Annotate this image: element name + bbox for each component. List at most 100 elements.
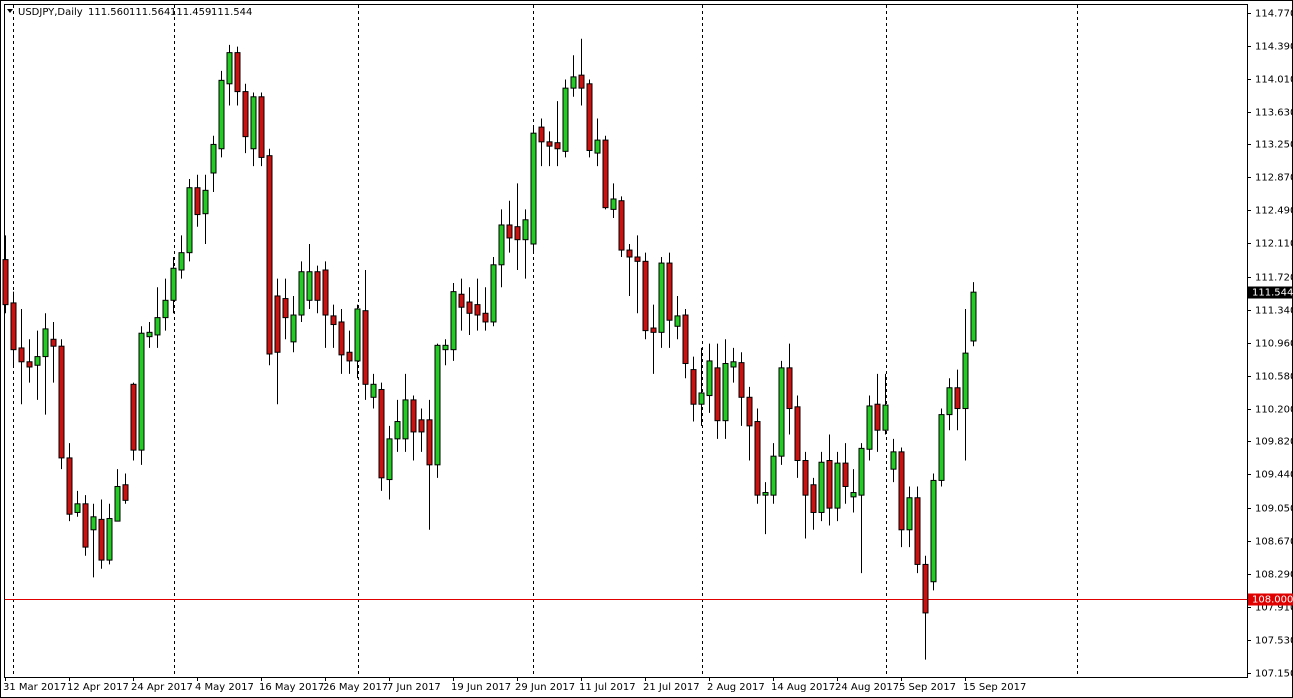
candle-body <box>778 367 785 457</box>
candle-body <box>34 356 41 366</box>
candle-body <box>946 387 953 416</box>
candle-body <box>786 367 793 410</box>
candle-body <box>570 76 577 89</box>
candle-body <box>810 484 817 513</box>
candle-body <box>154 317 161 336</box>
candle-body <box>442 344 449 351</box>
candle-body <box>522 219 529 241</box>
candle-body <box>298 271 305 316</box>
candle-body <box>282 298 289 319</box>
candle-body <box>794 406 801 462</box>
candle-body <box>162 299 169 319</box>
x-tick-label: 24 Aug 2017 <box>835 682 899 693</box>
candle-body <box>138 332 145 451</box>
candle-body <box>658 262 665 333</box>
candle-body <box>634 256 641 262</box>
candle-body <box>666 262 673 321</box>
y-tick-label: 112.870 <box>1255 173 1293 184</box>
candle-body <box>714 367 721 422</box>
candle-body <box>770 455 777 496</box>
candle-body <box>898 451 905 531</box>
candle-body <box>962 352 969 410</box>
price-label: 111.544 <box>1252 288 1293 299</box>
y-tick-label: 107.910 <box>1255 603 1293 614</box>
candle-body <box>330 315 337 326</box>
header-value: 111.564 <box>129 7 170 18</box>
candle-body <box>722 363 729 422</box>
candle-body <box>130 383 137 451</box>
y-tick-label: 112.490 <box>1255 206 1293 217</box>
menu-arrow <box>7 9 13 13</box>
candle-body <box>314 271 321 301</box>
candle-body <box>698 392 705 405</box>
candle-body <box>306 271 313 301</box>
header-value: 111.560 <box>88 7 129 18</box>
candle-body <box>58 345 65 459</box>
candle-body <box>474 304 481 316</box>
candle-body <box>610 198 617 210</box>
candle-body <box>738 362 745 398</box>
candle-body <box>66 457 73 515</box>
candle-body <box>906 497 913 531</box>
y-tick-label: 107.530 <box>1255 636 1293 647</box>
candle-body <box>930 479 937 583</box>
candle-body <box>554 142 561 150</box>
candle-body <box>594 139 601 154</box>
x-tick-label: 16 May 2017 <box>259 682 324 693</box>
candle-body <box>754 421 761 496</box>
candle-body <box>938 414 945 481</box>
candle-body <box>834 462 841 509</box>
candle-body <box>850 492 857 498</box>
x-tick-label: 14 Aug 2017 <box>771 682 835 693</box>
candle-body <box>826 460 833 509</box>
candle-body <box>74 503 81 513</box>
candle-body <box>186 187 193 254</box>
chart-title: USDJPY,Daily <box>18 7 83 18</box>
period-separators <box>13 5 1078 677</box>
candle-body <box>82 503 89 548</box>
candle-body <box>682 314 689 365</box>
header-value: 111.544 <box>211 7 252 18</box>
x-tick-label: 15 Sep 2017 <box>963 682 1026 693</box>
hline-label: 108.000 <box>1252 595 1293 606</box>
candle-body <box>954 387 961 410</box>
candle-body <box>842 462 849 487</box>
candle-body <box>458 293 465 308</box>
candle-body <box>26 361 33 368</box>
candle-body <box>602 139 609 209</box>
candle-body <box>418 419 425 433</box>
candle-body <box>874 403 881 431</box>
candle-body <box>466 301 473 314</box>
candle-body <box>362 310 369 385</box>
candle-body <box>98 518 105 561</box>
hline-label-box <box>1248 593 1293 606</box>
x-tick-label: 12 Apr 2017 <box>67 682 129 693</box>
candle-body <box>506 224 513 239</box>
candle-body <box>386 438 393 481</box>
candle-body <box>450 291 457 351</box>
candle-body <box>482 312 489 323</box>
x-tick-label: 7 Jun 2017 <box>387 682 441 693</box>
y-tick-label: 114.770 <box>1255 9 1293 20</box>
y-tick-label: 114.010 <box>1255 75 1293 86</box>
candle-body <box>18 347 25 363</box>
candle-body <box>498 224 505 266</box>
candle-body <box>250 96 257 150</box>
candle-body <box>546 141 553 147</box>
y-tick-label: 110.960 <box>1255 339 1293 350</box>
candle-body <box>914 497 921 565</box>
candle-body <box>578 74 585 89</box>
y-tick-label: 111.340 <box>1255 306 1293 317</box>
candle-body <box>426 419 433 466</box>
y-tick-label: 110.200 <box>1255 405 1293 416</box>
x-tick-label: 11 Jul 2017 <box>579 682 636 693</box>
candle-body <box>202 189 209 215</box>
candle-body <box>970 291 977 342</box>
candle-body <box>194 187 201 216</box>
candle-body <box>146 331 153 338</box>
candle-body <box>626 249 633 258</box>
candle-body <box>10 302 17 351</box>
